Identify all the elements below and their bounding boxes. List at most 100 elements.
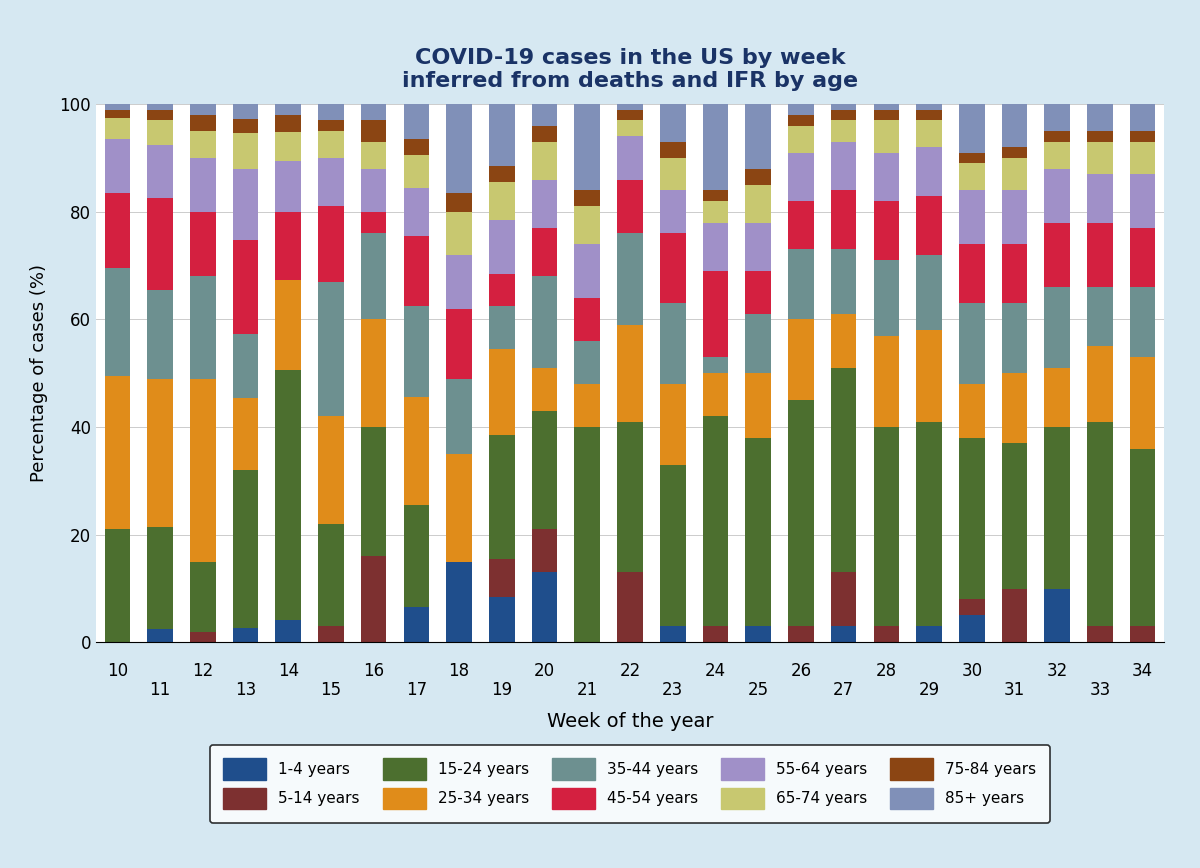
Bar: [276, 212, 301, 279]
Bar: [959, 437, 984, 599]
Bar: [104, 104, 130, 109]
Bar: [617, 233, 643, 325]
Text: 11: 11: [150, 681, 170, 700]
Bar: [490, 220, 515, 273]
Text: 10: 10: [107, 661, 128, 680]
Bar: [874, 260, 899, 336]
Bar: [575, 427, 600, 642]
Bar: [874, 121, 899, 153]
Bar: [1044, 222, 1070, 287]
Bar: [190, 632, 216, 642]
Bar: [190, 158, 216, 212]
Bar: [1087, 222, 1112, 287]
Bar: [917, 148, 942, 195]
Bar: [959, 163, 984, 190]
Bar: [703, 104, 728, 190]
Text: 17: 17: [406, 681, 427, 700]
Bar: [490, 435, 515, 559]
Bar: [276, 279, 301, 371]
Bar: [1130, 141, 1156, 174]
Bar: [233, 133, 258, 168]
Bar: [190, 276, 216, 378]
Bar: [190, 562, 216, 632]
Bar: [617, 572, 643, 642]
Bar: [830, 314, 857, 368]
Bar: [148, 378, 173, 527]
Bar: [788, 201, 814, 249]
Bar: [703, 357, 728, 373]
Bar: [830, 368, 857, 572]
Bar: [490, 182, 515, 220]
Bar: [190, 378, 216, 562]
Bar: [874, 336, 899, 427]
Bar: [1002, 104, 1027, 148]
Bar: [959, 599, 984, 615]
Bar: [660, 158, 685, 190]
Title: COVID-19 cases in the US by week
inferred from deaths and IFR by age: COVID-19 cases in the US by week inferre…: [402, 49, 858, 91]
Bar: [318, 104, 343, 121]
Bar: [617, 121, 643, 136]
Bar: [703, 222, 728, 271]
Bar: [190, 115, 216, 131]
Bar: [446, 562, 472, 642]
Text: 30: 30: [961, 661, 983, 680]
Bar: [1130, 228, 1156, 287]
Bar: [190, 104, 216, 115]
Bar: [874, 427, 899, 626]
Bar: [104, 118, 130, 139]
Text: 22: 22: [619, 661, 641, 680]
Bar: [361, 141, 386, 168]
Bar: [575, 298, 600, 341]
Bar: [1044, 141, 1070, 168]
Bar: [532, 276, 557, 368]
Text: 16: 16: [364, 661, 384, 680]
Bar: [148, 527, 173, 628]
Bar: [660, 384, 685, 464]
Bar: [490, 596, 515, 642]
Bar: [830, 626, 857, 642]
Bar: [830, 121, 857, 141]
Bar: [874, 109, 899, 121]
Bar: [1130, 357, 1156, 449]
Bar: [318, 626, 343, 642]
Y-axis label: Percentage of cases (%): Percentage of cases (%): [30, 264, 48, 483]
Bar: [1130, 626, 1156, 642]
Bar: [788, 626, 814, 642]
Bar: [403, 306, 430, 398]
Bar: [660, 141, 685, 158]
Bar: [788, 126, 814, 153]
Bar: [532, 126, 557, 141]
Bar: [1087, 174, 1112, 222]
Bar: [703, 271, 728, 357]
Bar: [148, 290, 173, 378]
Bar: [148, 104, 173, 109]
Bar: [276, 115, 301, 133]
Bar: [403, 608, 430, 642]
Bar: [1087, 346, 1112, 422]
Bar: [617, 422, 643, 572]
Bar: [1002, 190, 1027, 244]
Bar: [446, 454, 472, 562]
Bar: [959, 303, 984, 384]
Text: 13: 13: [235, 681, 256, 700]
Bar: [745, 104, 770, 168]
Bar: [1002, 444, 1027, 589]
Bar: [1087, 422, 1112, 626]
Text: 29: 29: [918, 681, 940, 700]
Bar: [959, 153, 984, 163]
Bar: [830, 190, 857, 249]
Bar: [660, 626, 685, 642]
Bar: [276, 161, 301, 212]
Bar: [190, 212, 216, 276]
Bar: [361, 233, 386, 319]
Bar: [403, 104, 430, 139]
Bar: [361, 319, 386, 427]
Bar: [959, 615, 984, 642]
Bar: [617, 109, 643, 121]
Text: 32: 32: [1046, 661, 1068, 680]
Text: 21: 21: [577, 681, 598, 700]
Bar: [745, 373, 770, 437]
Bar: [745, 437, 770, 626]
Text: 28: 28: [876, 661, 896, 680]
Bar: [1087, 287, 1112, 346]
